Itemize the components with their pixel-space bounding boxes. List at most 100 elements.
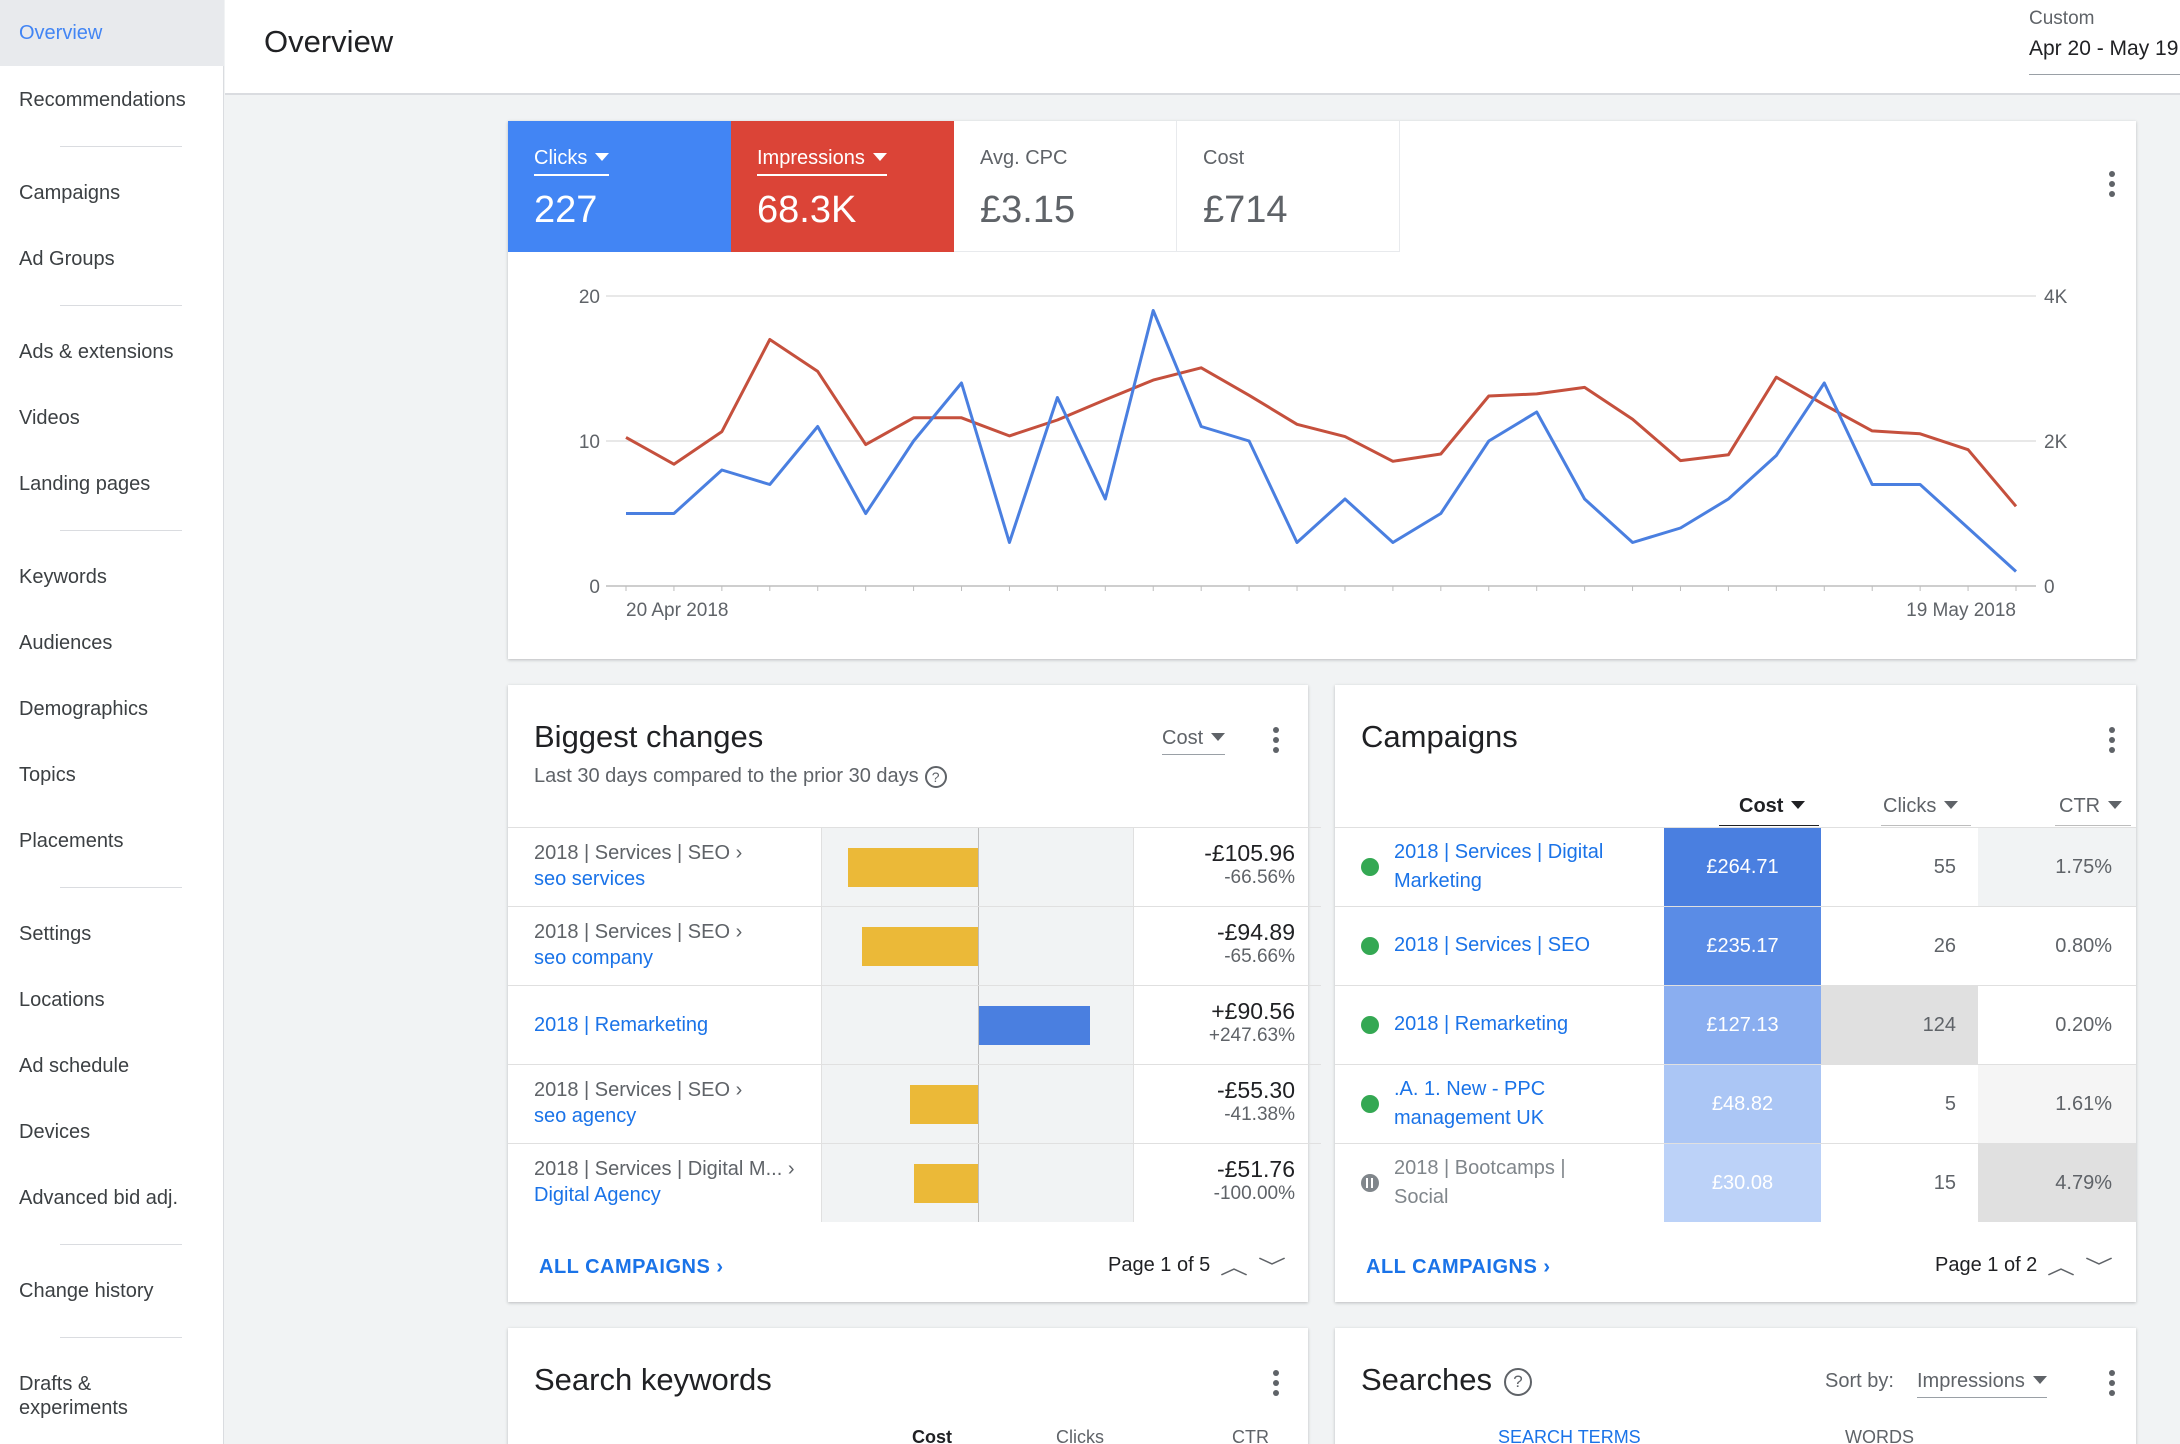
- all-campaigns-link[interactable]: ALL CAMPAIGNS ›: [539, 1256, 724, 1278]
- campaign-link[interactable]: 2018 | Bootcamps | Social: [1394, 1154, 1644, 1212]
- column-header-ctr[interactable]: CTR: [1232, 1427, 1269, 1444]
- y-right-tick-label: 4K: [2044, 287, 2068, 308]
- sidebar-item-recommendations[interactable]: Recommendations: [19, 89, 186, 111]
- sidebar-item-settings[interactable]: Settings: [19, 923, 92, 945]
- sidebar-item-drafts-experiments[interactable]: Drafts & experiments: [19, 1372, 128, 1420]
- clicks-cell: 124: [1821, 986, 1978, 1064]
- tab-search-terms[interactable]: SEARCH TERMS: [1498, 1427, 1641, 1444]
- column-header-ctr[interactable]: CTR: [2059, 795, 2123, 818]
- campaign-link[interactable]: Digital Agency: [534, 1184, 661, 1206]
- help-icon[interactable]: ?: [924, 765, 947, 788]
- metric-dropdown-clicks[interactable]: Clicks: [534, 147, 610, 176]
- status-enabled-icon: [1361, 1016, 1379, 1034]
- sidebar-item-label: experiments: [19, 1397, 128, 1419]
- change-percent: +247.63%: [1208, 1025, 1295, 1046]
- campaigns-card: Campaigns Cost Clicks CTR 2018 | Service…: [1335, 685, 2136, 1302]
- sidebar-divider: [60, 305, 182, 306]
- clicks-cell: 26: [1821, 907, 1978, 985]
- tab-words[interactable]: WORDS: [1845, 1427, 1914, 1444]
- campaign-name-line: .A. 1. New - PPC: [1394, 1078, 1546, 1100]
- sidebar-item-audiences[interactable]: Audiences: [19, 632, 113, 654]
- sidebar-item-ads-extensions[interactable]: Ads & extensions: [19, 341, 174, 363]
- cost-cell: £30.08: [1664, 1144, 1821, 1222]
- caret-down-icon: [595, 152, 610, 161]
- performance-chart-card: Clicks 227 Impressions 68.3K Avg. CPC £3…: [508, 121, 2136, 659]
- help-icon[interactable]: ?: [1503, 1367, 1532, 1396]
- sidebar-item-videos[interactable]: Videos: [19, 407, 80, 429]
- more-options-icon[interactable]: [1266, 723, 1286, 757]
- metric-label: Clicks: [534, 147, 588, 169]
- change-bar-cell: [821, 828, 1134, 906]
- change-bar: [910, 1085, 978, 1124]
- sort-by-label: Sort by:: [1825, 1370, 1894, 1392]
- sidebar-item-keywords[interactable]: Keywords: [19, 566, 107, 588]
- caret-down-icon: [872, 152, 887, 161]
- campaign-name-line: 2018 | Services | Digital: [1394, 841, 1604, 863]
- chevron-down-icon[interactable]: ﹀: [2085, 1257, 2113, 1279]
- column-header-clicks[interactable]: Clicks: [1056, 1427, 1104, 1444]
- metric-value: £3.15: [980, 189, 1076, 231]
- caret-down-icon: [2032, 1375, 2047, 1384]
- metric-label: Cost: [1203, 147, 1245, 169]
- card-title: Search keywords: [534, 1362, 772, 1397]
- bar-zero-axis: [978, 907, 979, 985]
- parent-campaign-label: 2018 | Services | SEO ›: [534, 1079, 743, 1101]
- metric-tab-cost[interactable]: Cost £714: [1177, 121, 1400, 252]
- metric-label: Impressions: [757, 147, 865, 169]
- column-header-cost[interactable]: Cost: [912, 1427, 952, 1444]
- sidebar-item-overview[interactable]: Overview: [0, 0, 224, 66]
- sidebar-item-campaigns[interactable]: Campaigns: [19, 182, 121, 204]
- clicks-cell: 55: [1821, 828, 1978, 906]
- date-range-label: Custom: [2029, 8, 2095, 29]
- campaign-link[interactable]: 2018 | Services | Digital Marketing: [1394, 838, 1644, 896]
- campaign-link[interactable]: 2018 | Services | SEO: [1394, 931, 1644, 960]
- campaign-link[interactable]: seo company: [534, 947, 653, 969]
- chevron-down-icon[interactable]: ﹀: [1258, 1257, 1286, 1279]
- metric-tab-clicks[interactable]: Clicks 227: [508, 121, 731, 252]
- chevron-up-icon[interactable]: ︿: [2047, 1257, 2075, 1279]
- metric-select-dropdown[interactable]: Cost: [1162, 727, 1226, 755]
- campaign-link[interactable]: seo services: [534, 868, 646, 890]
- sidebar-item-placements[interactable]: Placements: [19, 830, 124, 852]
- metric-tab-avg-cpc[interactable]: Avg. CPC £3.15: [954, 121, 1177, 252]
- sidebar-item-landing-pages[interactable]: Landing pages: [19, 473, 151, 495]
- sidebar-item-locations[interactable]: Locations: [19, 989, 105, 1011]
- sidebar-item-label: Drafts &: [19, 1373, 92, 1395]
- sidebar-divider: [60, 530, 182, 531]
- all-campaigns-link[interactable]: ALL CAMPAIGNS ›: [1366, 1256, 1551, 1278]
- sidebar-item-demographics[interactable]: Demographics: [19, 698, 148, 720]
- sidebar-item-change-history[interactable]: Change history: [19, 1280, 154, 1302]
- more-options-icon[interactable]: [2102, 167, 2122, 201]
- change-bar-cell: [821, 986, 1134, 1064]
- page-title: Overview: [264, 24, 394, 59]
- column-header-clicks[interactable]: Clicks: [1883, 795, 1959, 818]
- campaign-name-cell: 2018 | Services | SEO › seo company: [534, 919, 804, 971]
- date-range-picker[interactable]: Apr 20 - May 19,: [2029, 37, 2180, 60]
- campaign-link[interactable]: .A. 1. New - PPC management UK: [1394, 1075, 1644, 1133]
- ctr-cell: 0.80%: [1978, 907, 2136, 985]
- sidebar-item-ad-schedule[interactable]: Ad schedule: [19, 1055, 130, 1077]
- campaign-link[interactable]: 2018 | Remarketing: [1394, 1010, 1644, 1039]
- sidebar-divider: [60, 1337, 182, 1338]
- more-options-icon[interactable]: [2102, 1366, 2122, 1400]
- card-title: Searches?: [1361, 1362, 1532, 1398]
- sidebar-item-advanced-bid-adj[interactable]: Advanced bid adj.: [19, 1187, 179, 1209]
- sort-by-dropdown[interactable]: Impressions: [1917, 1370, 2047, 1398]
- more-options-icon[interactable]: [2102, 723, 2122, 757]
- more-options-icon[interactable]: [1266, 1366, 1286, 1400]
- column-header-cost[interactable]: Cost: [1739, 795, 1806, 818]
- campaign-link[interactable]: 2018 | Remarketing: [534, 1014, 709, 1036]
- chevron-up-icon[interactable]: ︿: [1220, 1257, 1248, 1279]
- status-paused-icon: [1361, 1174, 1379, 1192]
- metric-tab-impressions[interactable]: Impressions 68.3K: [731, 121, 954, 252]
- metric-dropdown-impressions[interactable]: Impressions: [757, 147, 887, 176]
- sidebar-item-topics[interactable]: Topics: [19, 764, 76, 786]
- cost-cell: £48.82: [1664, 1065, 1821, 1143]
- change-amount: -£105.96: [1204, 840, 1295, 866]
- sidebar-item-devices[interactable]: Devices: [19, 1121, 91, 1143]
- table-row: 2018 | Services | Digital M... › Digital …: [508, 1143, 1321, 1222]
- metric-label: Avg. CPC: [980, 147, 1068, 169]
- campaign-link[interactable]: seo agency: [534, 1105, 637, 1127]
- sidebar-divider: [60, 1244, 182, 1245]
- sidebar-item-ad-groups[interactable]: Ad Groups: [19, 248, 115, 270]
